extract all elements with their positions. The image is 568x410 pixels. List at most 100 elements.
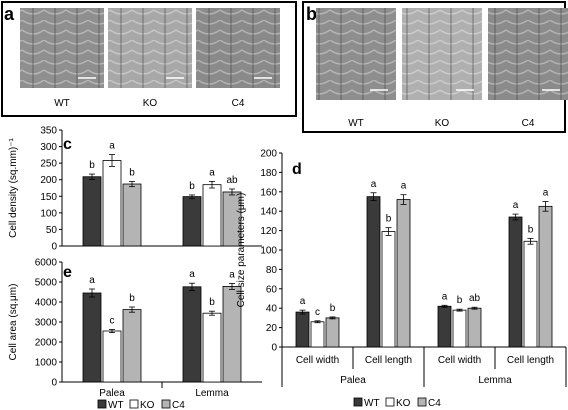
panel-b-caption-2: KO xyxy=(435,118,450,129)
significance-letter: a xyxy=(513,200,519,211)
y-tick-label: 100 xyxy=(40,208,57,219)
y-tick-label: 4000 xyxy=(35,298,58,309)
significance-letter: a xyxy=(189,269,195,280)
panel-a-letter: a xyxy=(4,4,15,24)
bar-c4 xyxy=(467,307,482,348)
category-label: Cell length xyxy=(365,355,412,366)
significance-letter: b xyxy=(209,297,215,308)
significance-letter: a xyxy=(442,291,448,302)
panel-a-caption-3: C4 xyxy=(232,98,245,109)
significance-letter: c xyxy=(315,307,320,318)
panel-b-caption-3: C4 xyxy=(522,118,535,129)
y-tick-label: 0 xyxy=(51,242,57,253)
bar-wt xyxy=(182,286,202,383)
y-tick-label: 1000 xyxy=(35,358,58,369)
significance-letter: b xyxy=(457,295,463,306)
legend-label-wt: WT xyxy=(108,400,124,410)
significance-letter: c xyxy=(110,315,115,326)
category-label: Lemma xyxy=(195,388,229,399)
panel-a-micrograph-texture-3 xyxy=(196,8,280,88)
category-label: Cell width xyxy=(438,355,481,366)
y-tick-label: 200 xyxy=(260,149,277,160)
bar-ko xyxy=(452,309,467,348)
y-tick-label: 80 xyxy=(266,265,278,276)
significance-letter: a xyxy=(229,269,235,280)
y-tick-label: 6000 xyxy=(35,258,58,269)
y-tick-label: 200 xyxy=(40,175,57,186)
significance-letter: b xyxy=(330,303,336,314)
panel-b-micrograph-texture-3 xyxy=(488,8,568,100)
panel-e-letter: e xyxy=(63,264,72,281)
y-tick-label: 5000 xyxy=(35,278,58,289)
panel-a-caption-2: KO xyxy=(143,98,158,109)
significance-letter: a xyxy=(543,188,549,199)
legend-left: WT KO C4 xyxy=(97,399,185,410)
panel-a-micrograph-texture-2 xyxy=(108,8,192,88)
legend-label-c4: C4 xyxy=(172,400,185,410)
legend-swatch-ko xyxy=(385,397,395,407)
bar-ko xyxy=(102,330,122,383)
bar-c4 xyxy=(122,309,142,383)
legend-right: WT KO C4 xyxy=(353,397,441,409)
bar-ko xyxy=(381,231,396,348)
bar-wt xyxy=(295,311,310,348)
bar-c4 xyxy=(122,183,142,247)
bar-c4 xyxy=(396,199,411,348)
y-tick-label: 60 xyxy=(266,284,278,295)
y-tick-label: 0 xyxy=(51,378,57,389)
panel-a-caption-1: WT xyxy=(54,98,70,109)
legend-swatch-c4 xyxy=(417,397,427,407)
y-tick-label: 40 xyxy=(266,304,278,315)
y-tick-label: 0 xyxy=(271,343,277,354)
y-tick-label: 2000 xyxy=(35,338,58,349)
legend-swatch-wt xyxy=(353,397,363,407)
bar-wt xyxy=(366,196,381,348)
significance-letter: ab xyxy=(469,293,481,304)
legend-label-ko: KO xyxy=(396,398,411,409)
category-label: Cell length xyxy=(507,355,554,366)
panel-b-letter: b xyxy=(306,4,317,24)
panel-b-micrograph-texture-1 xyxy=(316,8,396,100)
y-tick-label: 150 xyxy=(40,192,57,203)
significance-letter: a xyxy=(209,167,215,178)
significance-letter: b xyxy=(129,167,135,178)
bar-ko xyxy=(102,160,122,247)
legend-label-wt: WT xyxy=(364,398,380,409)
y-tick-label: 140 xyxy=(260,207,277,218)
y-tick-label: 300 xyxy=(40,142,57,153)
y-tick-label: 350 xyxy=(40,126,57,137)
bar-ko xyxy=(202,312,222,383)
chart-c: 0 50 100 150 200 250 300 350 Cell density (sq.mm… xyxy=(8,126,262,253)
legend-swatch-wt xyxy=(97,399,107,409)
group-label: Palea xyxy=(340,375,366,386)
panel-b: b WT KO C4 xyxy=(302,1,568,133)
significance-letter: a xyxy=(300,296,306,307)
bar-ko xyxy=(202,184,222,247)
y-tick-label: 20 xyxy=(266,323,278,334)
bar-wt xyxy=(182,196,202,247)
significance-letter: b xyxy=(129,293,135,304)
significance-letter: b xyxy=(189,181,195,192)
significance-letter: ab xyxy=(226,175,238,186)
panel-c-letter: c xyxy=(63,136,72,153)
y-axis-label: Cell area (sq.μm) xyxy=(8,284,19,361)
chart-d: 0 20 40 60 80 100 120 140 160 180 200 Cell size par… xyxy=(236,149,567,387)
bar-wt xyxy=(508,216,523,348)
category-label: Palea xyxy=(99,388,125,399)
legend-swatch-ko xyxy=(129,399,139,409)
bar-ko xyxy=(310,321,325,348)
significance-letter: a xyxy=(89,275,95,286)
significance-letter: b xyxy=(89,160,95,171)
y-tick-label: 250 xyxy=(40,159,57,170)
y-tick-label: 180 xyxy=(260,168,277,179)
significance-letter: a xyxy=(109,141,115,152)
significance-letter: a xyxy=(371,179,377,190)
group-label: Lemma xyxy=(478,375,512,386)
y-tick-label: 3000 xyxy=(35,318,58,329)
y-tick-label: 160 xyxy=(260,187,277,198)
panel-b-caption-1: WT xyxy=(348,118,364,129)
category-label: Cell width xyxy=(296,355,339,366)
bar-wt xyxy=(82,292,102,383)
significance-letter: b xyxy=(528,224,534,235)
